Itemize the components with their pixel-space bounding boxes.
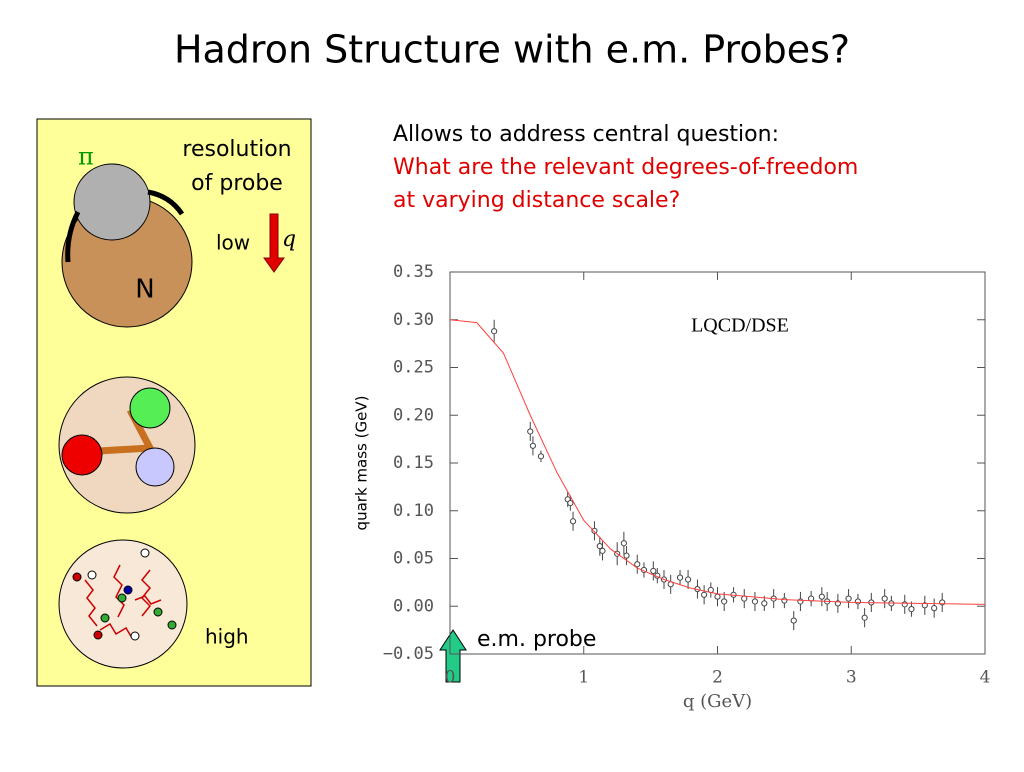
annotation: LQCD/DSE (691, 315, 789, 337)
data-point (845, 595, 852, 602)
quark (129, 387, 171, 429)
text-line: What are the relevant degrees-of-freedom (393, 155, 858, 180)
x-tick-label: 0 (445, 668, 456, 688)
quark (61, 434, 103, 476)
pion-label: π (78, 143, 94, 171)
parton (123, 585, 133, 595)
gluons (84, 564, 162, 639)
probe-label: e.m. probe (477, 627, 596, 652)
data-point (529, 442, 537, 449)
parton (140, 548, 150, 558)
slide-title: Hadron Structure with e.m. Probes? (174, 28, 850, 72)
x-axis-label: q (GeV) (683, 691, 752, 712)
parton (93, 630, 103, 640)
nucleon-label: N (135, 275, 154, 305)
probe-arrow (439, 629, 467, 683)
data-point (751, 598, 759, 605)
data-point (818, 593, 825, 600)
data-point (790, 617, 797, 624)
resolution-label: resolution (182, 137, 291, 162)
data-point (721, 598, 728, 605)
parton (167, 620, 177, 630)
data-point (623, 552, 630, 559)
data-point (908, 606, 915, 613)
y-tick-label: 0.05 (393, 549, 434, 569)
low-label: low (216, 231, 250, 255)
data-point (684, 576, 692, 583)
data-point (634, 561, 641, 568)
chart: −0.05 0.00 0.05 0.10 0.15 0.20 0.25 0.30 0.35 0 1 2… (353, 262, 991, 712)
y-tick-label: 0.20 (393, 405, 434, 425)
parton (153, 607, 163, 617)
data-point (537, 453, 545, 460)
parton (72, 572, 82, 582)
data-point (741, 595, 748, 602)
data-point (567, 500, 574, 507)
data-point (881, 595, 888, 602)
data-point (761, 600, 768, 607)
quark (135, 447, 175, 487)
y-tick-label: 0.30 (393, 310, 434, 330)
cloud-arc (65, 189, 185, 263)
data-point (861, 614, 868, 621)
y-tick-label: 0.15 (393, 453, 434, 473)
q-label: q (282, 227, 296, 252)
y-tick-label: 0.10 (393, 501, 434, 521)
data-point (797, 598, 804, 605)
text-line: Allows to address central question: (393, 122, 779, 147)
y-tick-label: 0.35 (393, 262, 434, 282)
parton (117, 593, 127, 603)
parton (87, 570, 97, 580)
arrow (263, 213, 285, 273)
text-line: at varying distance scale? (393, 188, 680, 213)
x-tick-label: 3 (846, 668, 857, 688)
x-tick-label: 1 (578, 668, 589, 688)
data-point (527, 428, 534, 435)
y-axis-label: quark mass (GeV) (353, 396, 371, 531)
data-point (676, 574, 684, 581)
data-point (599, 547, 606, 554)
data-point (620, 540, 627, 547)
data-point (714, 593, 721, 600)
data-point (650, 567, 657, 575)
fit-line (449, 319, 986, 605)
y-tick-label: −0.05 (383, 644, 434, 664)
data-point (491, 328, 498, 335)
parton (100, 613, 110, 623)
x-tick-label: 4 (980, 668, 991, 688)
data-point (781, 597, 788, 604)
x-tick-label: 2 (712, 668, 723, 688)
data-point (901, 601, 908, 608)
data-point (591, 527, 598, 534)
y-tick-label: 0.00 (393, 596, 434, 616)
data-point (569, 518, 577, 525)
data-point (701, 591, 708, 598)
high-label: high (205, 625, 249, 649)
data-point (931, 605, 938, 612)
y-tick-label: 0.25 (393, 358, 434, 378)
parton (130, 631, 140, 641)
data-point (854, 598, 862, 605)
pion (73, 163, 151, 241)
resolution-label: of probe (191, 171, 283, 196)
